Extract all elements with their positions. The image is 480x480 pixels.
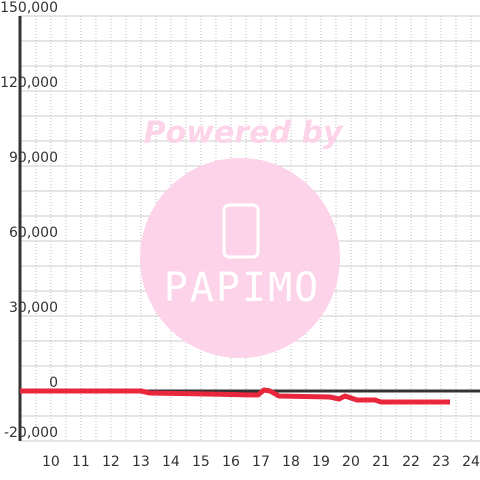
x-tick-label: 17 — [252, 454, 270, 470]
watermark-logo: PAPIMO — [164, 265, 321, 311]
watermark-text: Powered by — [144, 116, 344, 151]
y-tick-label: -20,000 — [4, 425, 58, 441]
y-tick-label: 90,000 — [9, 150, 58, 166]
x-tick-label: 14 — [162, 454, 180, 470]
x-tick-label: 20 — [342, 454, 360, 470]
x-tick-label: 15 — [192, 454, 210, 470]
x-tick-label: 21 — [372, 454, 390, 470]
x-tick-label: 11 — [72, 454, 90, 470]
watermark-phone — [222, 203, 260, 259]
x-tick-label: 16 — [222, 454, 240, 470]
y-tick-label: 30,000 — [9, 300, 58, 316]
y-tick-label: 120,000 — [0, 75, 58, 91]
grid — [20, 15, 480, 442]
y-tick-label: 0 — [49, 375, 58, 391]
x-tick-label: 24 — [462, 454, 480, 470]
x-tick-label: 23 — [432, 454, 450, 470]
x-tick-label: 12 — [102, 454, 120, 470]
foreground: -20,000 0 30,000 60,000 90,000 120,000 150,000… — [0, 0, 480, 470]
x-tick-label: 19 — [312, 454, 330, 470]
x-tick-label: 13 — [132, 454, 150, 470]
x-tick-label: 18 — [282, 454, 300, 470]
x-tick-label: 22 — [402, 454, 420, 470]
x-tick-label: 10 — [42, 454, 60, 470]
y-tick-label: 150,000 — [0, 0, 58, 16]
data-line — [20, 387, 450, 405]
y-tick-label: 60,000 — [9, 225, 58, 241]
